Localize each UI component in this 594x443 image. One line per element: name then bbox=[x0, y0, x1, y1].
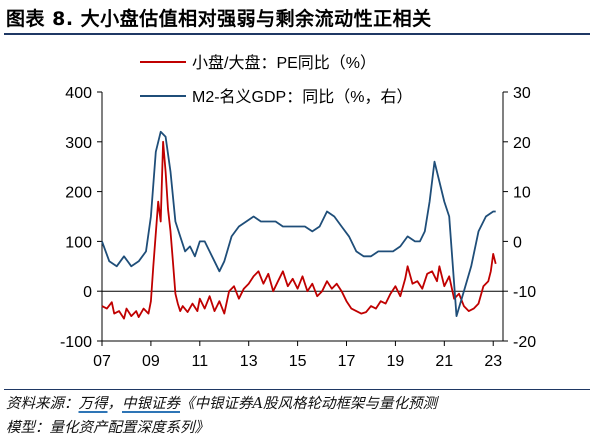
source-note: 资料来源：万得，中银证券《中银证券A股风格轮动框架与量化预测 模型：量化资产配置… bbox=[6, 392, 590, 440]
x-tick-label: 19 bbox=[387, 353, 405, 370]
y-left-tick-label: 300 bbox=[65, 135, 92, 152]
source-link-wind[interactable]: 万得 bbox=[78, 396, 108, 412]
y-left-tick-label: 400 bbox=[65, 85, 92, 102]
x-tick-label: 07 bbox=[93, 353, 111, 370]
y-right-tick-label: -10 bbox=[513, 284, 536, 301]
x-tick-label: 09 bbox=[142, 353, 160, 370]
legend: 小盘/大盘：PE同比（%） M2-名义GDP：同比（%，右） bbox=[140, 53, 412, 106]
series-line-gdp bbox=[101, 130, 496, 318]
y-left-tick-label: -100 bbox=[60, 334, 92, 351]
source-link-bocom[interactable]: 中银证券 bbox=[122, 396, 180, 412]
y-right-tick-label: 0 bbox=[513, 234, 522, 251]
source-report-title-cont: 模型：量化资产配置深度系列》 bbox=[6, 420, 209, 436]
y-right-tick-label: 30 bbox=[513, 85, 531, 102]
x-tick-label: 23 bbox=[484, 353, 502, 370]
x-tick-label: 15 bbox=[289, 353, 307, 370]
figure-title: 图表 8. 大小盘估值相对强弱与剩余流动性正相关 bbox=[6, 8, 432, 30]
y-right-tick-label: -20 bbox=[513, 334, 536, 351]
x-tick-label: 13 bbox=[240, 353, 258, 370]
y-left-tick-label: 100 bbox=[65, 234, 92, 251]
y-left-tick-label: 200 bbox=[65, 185, 92, 202]
source-rule bbox=[4, 389, 590, 390]
source-prefix: 资料来源： bbox=[6, 396, 79, 412]
legend-label-pe: 小盘/大盘：PE同比（%） bbox=[192, 53, 376, 72]
title-rule bbox=[4, 33, 590, 35]
y-right-tick-label: 20 bbox=[513, 135, 531, 152]
source-report-title: 《中银证券A股风格轮动框架与量化预测 bbox=[180, 396, 437, 412]
y-right-tick-label: 10 bbox=[513, 185, 531, 202]
dual-axis-line-chart: 小盘/大盘：PE同比（%） M2-名义GDP：同比（%，右） -10001002… bbox=[60, 53, 536, 370]
chart-series bbox=[101, 130, 497, 320]
y-left-tick-label: 0 bbox=[83, 284, 92, 301]
x-tick-label: 21 bbox=[435, 353, 453, 370]
x-tick-label: 17 bbox=[338, 353, 356, 370]
legend-label-gdp: M2-名义GDP：同比（%，右） bbox=[192, 88, 412, 106]
source-separator: ， bbox=[107, 396, 123, 412]
series-line-pe bbox=[101, 140, 497, 320]
x-tick-label: 11 bbox=[192, 353, 209, 370]
